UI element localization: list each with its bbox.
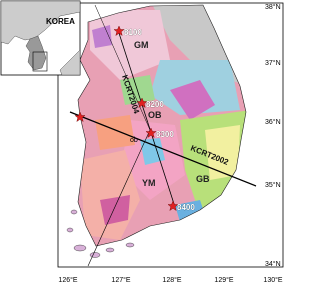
region-label: ob [130, 137, 138, 144]
lat-label: 35°N [265, 181, 281, 189]
lat-label: 38°N [265, 3, 281, 11]
map-figure: KCRT2004 KCRT2002 GM OB ob YM GB 8100 82… [0, 0, 284, 284]
coastline [77, 4, 247, 247]
station-label: 8200 [146, 100, 164, 109]
station-label: 8300 [156, 130, 174, 139]
region-label: OB [148, 110, 162, 120]
profile-lines [69, 4, 257, 267]
region-label: GB [196, 174, 210, 184]
inset-map: KOREA [0, 0, 81, 76]
lat-label: 34°N [265, 260, 281, 268]
lon-label: 129°E [214, 276, 233, 284]
lon-label: 127°E [111, 276, 130, 284]
lon-label: 128°E [162, 276, 181, 284]
station-label: 8400 [177, 203, 195, 212]
lon-label: 130°E [263, 276, 282, 284]
lat-label: 37°N [265, 59, 281, 67]
lat-label: 36°N [265, 118, 281, 126]
region-label: YM [142, 178, 156, 188]
geology [78, 5, 246, 246]
inset-label: KOREA [46, 17, 75, 26]
islands [66, 209, 135, 258]
station-markers [74, 25, 179, 211]
lon-label: 126°E [58, 276, 77, 284]
station-label: 8100 [124, 28, 142, 37]
region-label: GM [134, 40, 149, 50]
